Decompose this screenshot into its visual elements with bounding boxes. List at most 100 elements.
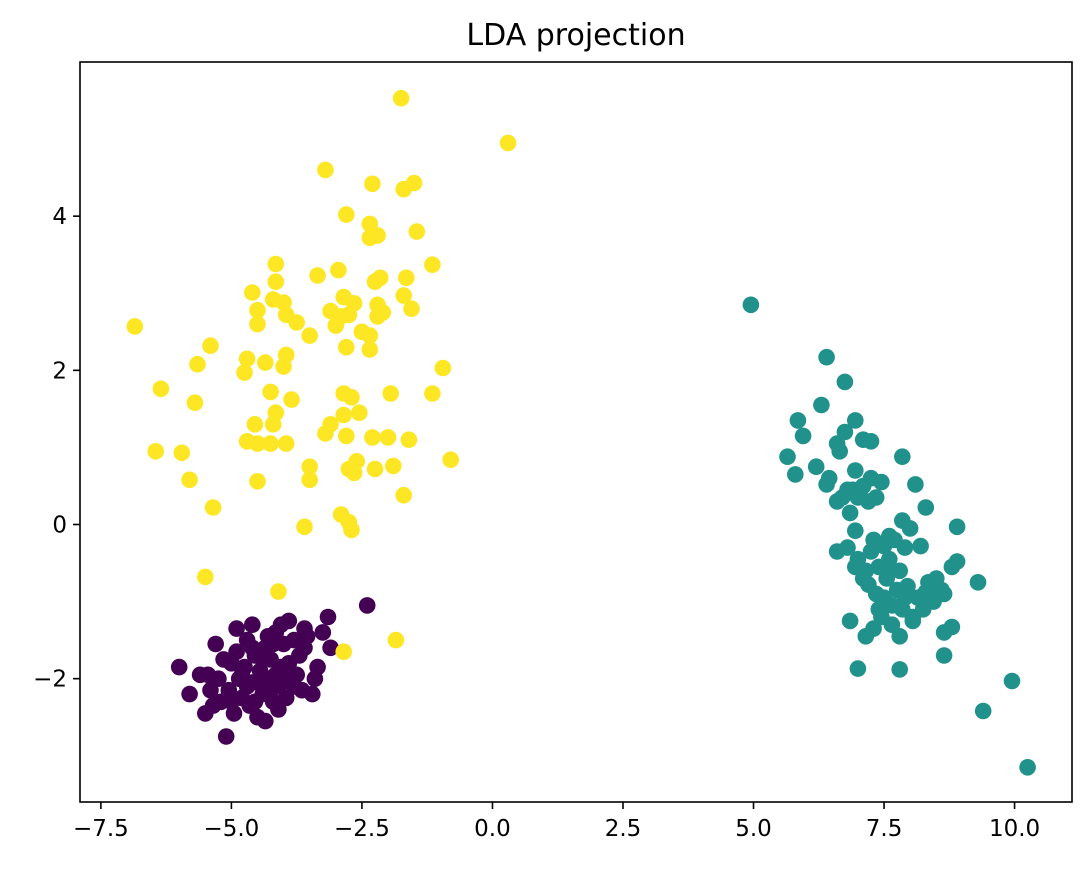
data-point-class-2 (335, 643, 353, 660)
data-point-class-1 (854, 570, 872, 587)
data-point-class-0 (322, 639, 339, 657)
y-tick-label: 0 (52, 513, 67, 539)
data-point-class-2 (309, 267, 326, 284)
data-point-class-1 (1019, 759, 1036, 776)
data-point-class-0 (217, 728, 235, 745)
data-point-class-2 (335, 406, 353, 424)
data-point-class-2 (361, 341, 379, 358)
data-point-class-0 (358, 597, 376, 614)
data-point-class-2 (385, 457, 402, 475)
data-point-class-1 (974, 702, 992, 720)
x-tick-label: −7.5 (73, 816, 129, 842)
data-point-class-1 (779, 448, 796, 466)
data-point-class-1 (917, 499, 935, 516)
data-point-class-2 (296, 518, 313, 536)
data-point-class-1 (839, 539, 856, 556)
data-point-class-2 (264, 416, 282, 433)
data-point-class-0 (191, 666, 209, 684)
data-point-class-1 (935, 585, 953, 603)
data-point-class-2 (301, 471, 319, 489)
data-point-class-2 (238, 350, 256, 368)
data-point-class-2 (424, 256, 441, 274)
data-point-class-2 (249, 473, 266, 490)
data-point-class-2 (288, 314, 306, 331)
data-point-class-2 (277, 435, 295, 452)
data-point-class-1 (969, 574, 987, 591)
data-point-class-2 (262, 383, 279, 401)
data-point-class-2 (152, 380, 170, 398)
data-point-class-2 (366, 273, 384, 291)
data-point-class-1 (894, 448, 911, 466)
data-point-class-1 (847, 558, 864, 576)
data-point-class-1 (904, 612, 922, 630)
x-tick-label: 5.0 (735, 816, 772, 842)
data-point-class-2 (338, 338, 355, 356)
data-point-class-2 (330, 261, 347, 279)
axis-ticks-layer: −7.5 −5.0 −2.5 0.0 2.5 5.0 7.5 10.0 −2 0 2 4 (33, 204, 1040, 842)
data-point-class-1 (742, 296, 760, 314)
data-point-class-2 (267, 273, 285, 291)
data-point-class-0 (257, 712, 274, 730)
y-tick-label: 4 (52, 204, 67, 230)
data-point-class-1 (862, 433, 880, 450)
data-point-class-2 (424, 385, 441, 402)
data-point-class-2 (351, 404, 368, 422)
data-point-class-1 (836, 373, 854, 391)
x-tick-label: −5.0 (203, 816, 259, 842)
data-point-class-2 (338, 206, 355, 223)
data-point-class-1 (849, 489, 867, 506)
data-point-class-2 (366, 460, 384, 478)
data-point-class-1 (883, 597, 901, 614)
data-point-class-2 (408, 223, 426, 240)
data-point-class-2 (249, 315, 266, 333)
data-point-class-1 (891, 628, 908, 645)
data-point-class-1 (847, 462, 864, 479)
data-point-class-0 (270, 701, 287, 718)
data-points-layer (126, 89, 1036, 776)
data-point-class-2 (364, 429, 381, 446)
data-point-class-2 (392, 89, 410, 107)
data-point-class-1 (834, 489, 851, 506)
y-tick-label: −2 (33, 667, 67, 693)
data-point-class-1 (896, 589, 914, 606)
data-point-class-2 (403, 300, 420, 318)
data-point-class-2 (364, 175, 381, 193)
data-point-class-0 (233, 666, 251, 684)
data-point-class-1 (841, 612, 859, 630)
data-point-class-1 (794, 427, 812, 445)
data-point-class-1 (935, 647, 953, 664)
data-point-class-2 (275, 358, 292, 375)
data-point-class-1 (901, 520, 919, 537)
data-point-class-2 (345, 464, 363, 482)
data-point-class-0 (181, 685, 198, 703)
data-point-class-2 (262, 435, 279, 452)
data-point-class-2 (317, 425, 334, 442)
data-point-class-1 (881, 527, 898, 545)
data-point-class-2 (249, 301, 266, 319)
data-point-class-2 (387, 631, 405, 649)
data-point-class-0 (285, 678, 303, 695)
data-point-class-1 (847, 522, 864, 539)
data-point-class-1 (907, 476, 924, 493)
data-point-class-1 (841, 504, 859, 522)
data-point-class-2 (197, 568, 214, 586)
data-point-class-2 (400, 431, 418, 449)
data-point-class-0 (244, 639, 261, 657)
data-point-class-2 (317, 161, 334, 179)
data-point-class-1 (943, 618, 961, 636)
data-point-class-1 (896, 539, 914, 556)
data-point-class-2 (147, 443, 164, 460)
data-point-class-2 (257, 354, 274, 371)
data-point-class-2 (327, 317, 345, 334)
x-tick-label: 10.0 (989, 816, 1040, 842)
data-point-class-1 (831, 443, 848, 460)
data-point-class-2 (499, 134, 517, 152)
x-tick-label: 2.5 (605, 816, 642, 842)
data-point-class-1 (862, 469, 880, 487)
data-point-class-1 (857, 628, 875, 645)
data-point-class-1 (891, 562, 908, 580)
data-point-class-2 (343, 521, 360, 539)
y-tick-label: 2 (52, 358, 67, 384)
data-point-class-2 (173, 444, 191, 462)
x-tick-label: −2.5 (334, 816, 390, 842)
